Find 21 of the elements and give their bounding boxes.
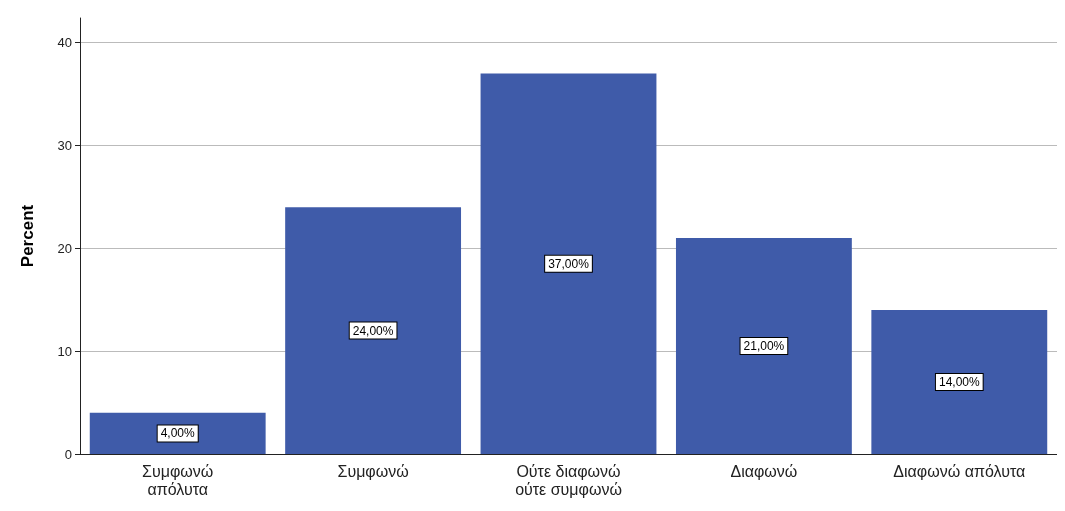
data-label: 37,00% <box>548 256 590 271</box>
bar <box>285 207 462 454</box>
y-tick-label: 20 <box>57 240 72 256</box>
y-tick-label: 40 <box>57 35 72 51</box>
data-label: 14,00% <box>938 375 980 390</box>
bar <box>89 412 266 454</box>
y-tick-label: 0 <box>64 446 72 462</box>
x-tick-label: Συμφωνώ απόλυτα <box>142 462 214 498</box>
data-label: 4,00% <box>160 426 196 441</box>
x-tick-label: Διαφωνώ <box>730 462 798 480</box>
data-label: 24,00% <box>352 323 394 338</box>
x-tick-label: Συμφωνώ <box>337 462 409 480</box>
bar <box>480 73 657 454</box>
bar <box>871 310 1048 454</box>
y-tick-label: 10 <box>57 343 72 359</box>
data-label: 21,00% <box>743 339 785 354</box>
y-tick-label: 30 <box>57 138 72 154</box>
x-tick-label: Διαφωνώ απόλυτα <box>893 462 1026 480</box>
y-axis-title: Percent <box>18 204 37 268</box>
x-tick-label: Ούτε διαφωνώ ούτε συμφωνώ <box>515 462 622 498</box>
bar <box>675 238 852 454</box>
